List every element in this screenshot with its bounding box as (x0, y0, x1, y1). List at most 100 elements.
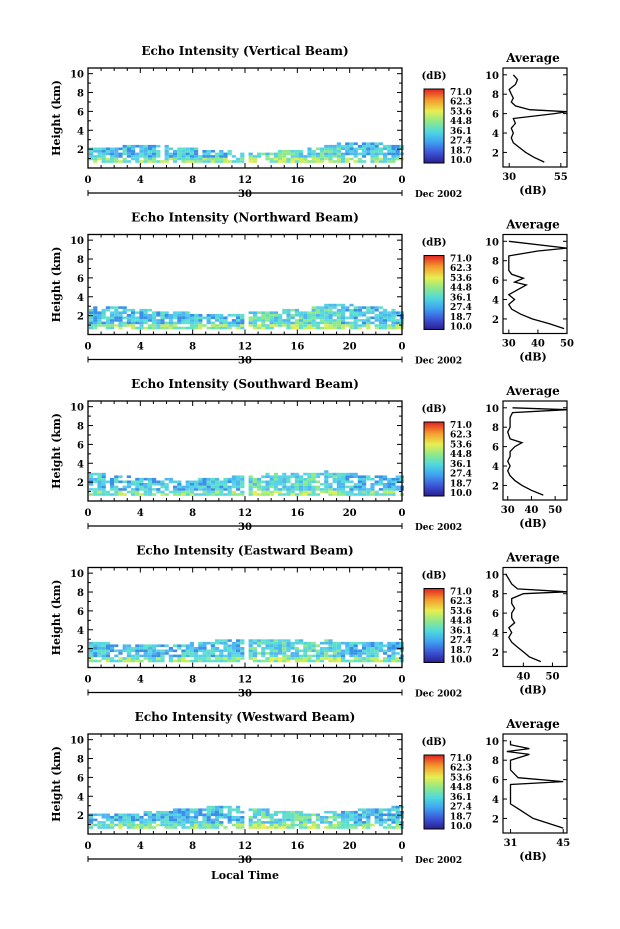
echo-cell (143, 813, 148, 817)
echo-cell (341, 316, 346, 320)
echo-cell (345, 308, 350, 312)
echo-cell (143, 477, 148, 481)
echo-cell (248, 826, 253, 829)
echo-cell (152, 488, 157, 491)
echo-cell (294, 319, 299, 322)
echo-cell (349, 480, 354, 484)
echo-cell (168, 813, 173, 817)
echo-cell (265, 152, 270, 156)
echo-cell (320, 483, 325, 486)
echo-cell (89, 826, 94, 829)
echo-cell (252, 311, 257, 314)
echo-cell (311, 314, 316, 317)
echo-cell (349, 308, 354, 312)
average-y-tick-label: 2 (492, 315, 499, 326)
echo-cell (307, 818, 312, 822)
echo-cell (324, 654, 329, 658)
echo-cell (278, 639, 283, 642)
echo-cell (341, 490, 346, 494)
echo-cell (215, 808, 220, 811)
echo-cell (240, 475, 245, 478)
echo-cell (156, 144, 161, 148)
echo-cell (126, 152, 131, 156)
echo-cell (273, 157, 278, 161)
echo-cell (374, 160, 379, 163)
echo-cell (143, 647, 148, 650)
echo-cell (357, 160, 362, 163)
date-label: 30 (238, 522, 252, 533)
echo-cell (231, 483, 236, 486)
echo-cell (324, 816, 329, 819)
echo-cell (366, 152, 371, 156)
echo-cell (391, 155, 396, 158)
echo-cell (105, 641, 110, 645)
echo-cell (362, 826, 367, 829)
average-x-tick-label: 31 (504, 838, 518, 849)
echo-cell (126, 147, 131, 151)
echo-cell (383, 319, 388, 322)
echo-cell (282, 319, 287, 322)
echo-cell (311, 485, 316, 489)
echo-cell (173, 813, 178, 817)
echo-cell (303, 483, 308, 486)
echo-cell (89, 493, 94, 496)
echo-cell (282, 152, 287, 156)
echo-cell (101, 813, 106, 817)
colorbar-value: 62.3 (450, 597, 472, 607)
echo-cell (223, 483, 228, 486)
echo-cell (366, 490, 371, 494)
echo-cell (387, 641, 392, 645)
echo-cell (194, 816, 199, 819)
echo-cell (135, 659, 140, 663)
echo-cell (135, 152, 140, 156)
colorbar-value: 53.6 (450, 107, 472, 117)
echo-cell (114, 152, 119, 156)
echo-cell (194, 150, 199, 153)
echo-cell (378, 641, 383, 645)
echo-cell (332, 472, 337, 476)
echo-cell (290, 490, 295, 494)
echo-cell (391, 316, 396, 320)
echo-cell (223, 649, 228, 653)
echo-cell (143, 147, 148, 151)
echo-cell (307, 641, 312, 645)
echo-cell (273, 160, 278, 163)
echo-cell (210, 157, 215, 161)
echo-cell (194, 493, 199, 496)
average-y-tick-label: 2 (492, 814, 499, 825)
echo-cell (181, 155, 186, 158)
echo-cell (152, 150, 157, 153)
echo-cell (269, 826, 274, 829)
echo-cell (177, 813, 182, 817)
echo-cell (135, 480, 140, 484)
echo-cell (282, 311, 287, 314)
echo-cell (315, 475, 320, 478)
echo-cell (387, 144, 392, 148)
echo-cell (349, 472, 354, 476)
echo-cell (231, 493, 236, 496)
echo-cell (328, 490, 333, 494)
echo-cell (349, 813, 354, 817)
echo-cell (206, 652, 211, 655)
echo-cell (286, 657, 291, 660)
echo-cell (227, 649, 232, 653)
echo-cell (97, 652, 102, 655)
colorbar-value: 71.0 (450, 588, 472, 598)
echo-cell (341, 649, 346, 653)
echo-cell (160, 816, 165, 819)
echo-cell (139, 155, 144, 158)
echo-cell (156, 816, 161, 819)
echo-cell (194, 147, 199, 151)
echo-cell (282, 813, 287, 817)
echo-cell (118, 818, 123, 822)
echo-cell (282, 818, 287, 822)
echo-cell (198, 160, 203, 163)
echo-cell (366, 321, 371, 325)
echo-cell (345, 306, 350, 309)
echo-cell (395, 488, 400, 491)
echo-cell (311, 306, 316, 309)
echo-cell (269, 480, 274, 484)
average-y-tick-label: 10 (485, 404, 499, 415)
echo-cell (236, 821, 241, 824)
echo-cell (131, 314, 136, 317)
